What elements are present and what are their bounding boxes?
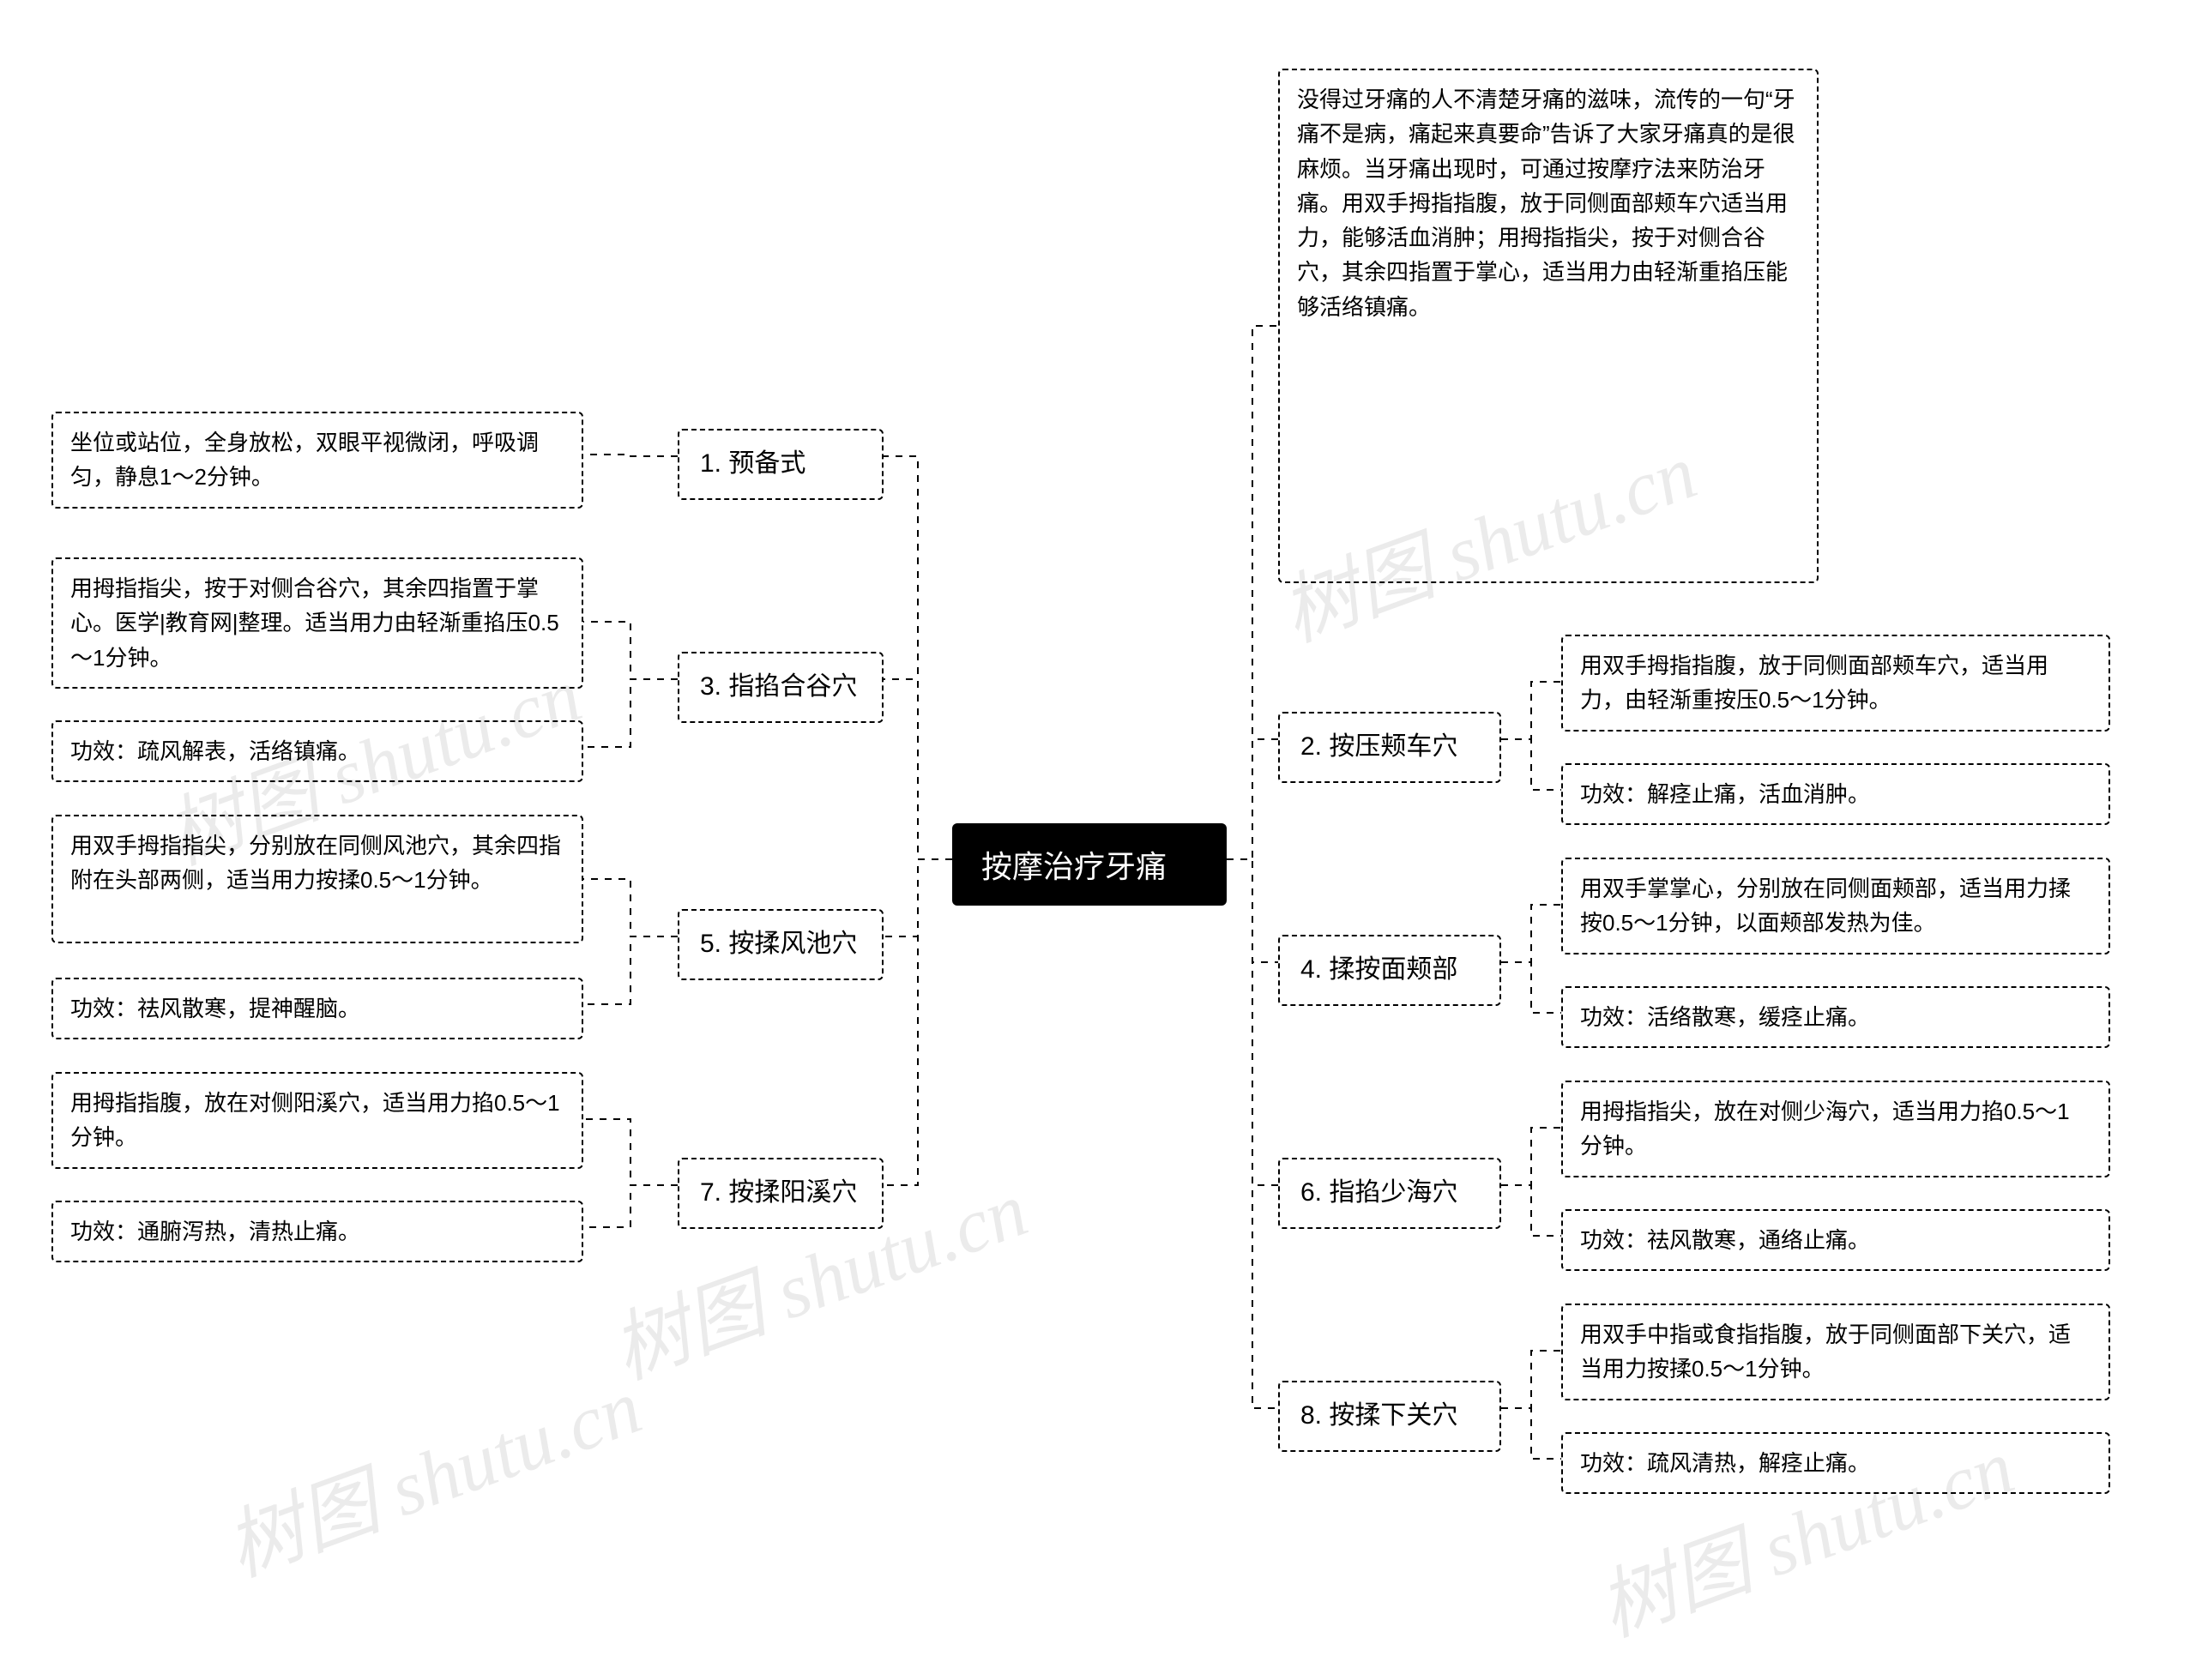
left-leaf-2-0-text: 用双手拇指指尖，分别放在同侧风池穴，其余四指附在头部两侧，适当用力按揉0.5～1… — [70, 833, 561, 893]
right-branch-3-text: 8. 按揉下关穴 — [1300, 1401, 1457, 1430]
right-leaf-0-0: 用双手拇指指腹，放于同侧面部颊车穴，适当用力，由轻渐重按压0.5～1分钟。 — [1561, 635, 2110, 732]
left-leaf-1-0: 用拇指指尖，按于对侧合谷穴，其余四指置于掌心。医学|教育网|整理。适当用力由轻渐… — [51, 557, 583, 689]
right-leaf-1-1-text: 功效：活络散寒，缓痉止痛。 — [1580, 1004, 1870, 1030]
right-leaf-3-1-text: 功效：疏风清热，解痉止痛。 — [1580, 1450, 1870, 1476]
left-leaf-1-0-text: 用拇指指尖，按于对侧合谷穴，其余四指置于掌心。医学|教育网|整理。适当用力由轻渐… — [70, 575, 559, 671]
right-branch-2-text: 6. 指掐少海穴 — [1300, 1178, 1457, 1207]
left-leaf-3-0: 用拇指指腹，放在对侧阳溪穴，适当用力掐0.5～1分钟。 — [51, 1072, 583, 1169]
right-branch-2: 6. 指掐少海穴 — [1278, 1158, 1501, 1229]
intro-box: 没得过牙痛的人不清楚牙痛的滋味，流传的一句“牙痛不是病，痛起来真要命”告诉了大家… — [1278, 69, 1819, 583]
watermark-1: 树图 shutu.cn — [208, 1345, 654, 1598]
left-branch-2-text: 5. 按揉风池穴 — [700, 930, 857, 958]
root-label: 按摩治疗牙痛 — [981, 849, 1167, 884]
right-leaf-2-1-text: 功效：祛风散寒，通络止痛。 — [1580, 1227, 1870, 1253]
right-leaf-0-1-text: 功效：解痉止痛，活血消肿。 — [1580, 781, 1870, 807]
right-branch-0-text: 2. 按压颊车穴 — [1300, 732, 1457, 761]
left-branch-0-text: 1. 预备式 — [700, 449, 805, 478]
right-leaf-2-0-text: 用拇指指尖，放在对侧少海穴，适当用力掐0.5～1分钟。 — [1580, 1099, 2070, 1159]
right-leaf-1-0: 用双手掌掌心，分别放在同侧面颊部，适当用力揉按0.5～1分钟，以面颊部发热为佳。 — [1561, 858, 2110, 954]
intro-text: 没得过牙痛的人不清楚牙痛的滋味，流传的一句“牙痛不是病，痛起来真要命”告诉了大家… — [1297, 87, 1795, 320]
right-branch-0: 2. 按压颊车穴 — [1278, 712, 1501, 783]
left-leaf-0-0: 坐位或站位，全身放松，双眼平视微闭，呼吸调匀，静息1～2分钟。 — [51, 412, 583, 509]
left-branch-3-text: 7. 按揉阳溪穴 — [700, 1178, 857, 1207]
right-branch-1-text: 4. 揉按面颊部 — [1300, 955, 1457, 984]
right-leaf-0-1: 功效：解痉止痛，活血消肿。 — [1561, 763, 2110, 825]
right-leaf-3-0-text: 用双手中指或食指指腹，放于同侧面部下关穴，适当用力按揉0.5～1分钟。 — [1580, 1322, 2071, 1382]
left-leaf-1-1: 功效：疏风解表，活络镇痛。 — [51, 720, 583, 782]
right-leaf-1-1: 功效：活络散寒，缓痉止痛。 — [1561, 986, 2110, 1048]
left-branch-2: 5. 按揉风池穴 — [678, 909, 884, 980]
right-leaf-3-1: 功效：疏风清热，解痉止痛。 — [1561, 1432, 2110, 1494]
right-leaf-3-0: 用双手中指或食指指腹，放于同侧面部下关穴，适当用力按揉0.5～1分钟。 — [1561, 1304, 2110, 1400]
left-branch-1: 3. 指掐合谷穴 — [678, 652, 884, 723]
left-branch-0: 1. 预备式 — [678, 429, 884, 500]
right-leaf-1-0-text: 用双手掌掌心，分别放在同侧面颊部，适当用力揉按0.5～1分钟，以面颊部发热为佳。 — [1580, 876, 2071, 936]
right-leaf-2-0: 用拇指指尖，放在对侧少海穴，适当用力掐0.5～1分钟。 — [1561, 1081, 2110, 1177]
left-leaf-3-1: 功效：通腑泻热，清热止痛。 — [51, 1201, 583, 1262]
right-leaf-0-0-text: 用双手拇指指腹，放于同侧面部颊车穴，适当用力，由轻渐重按压0.5～1分钟。 — [1580, 653, 2048, 713]
right-leaf-2-1: 功效：祛风散寒，通络止痛。 — [1561, 1209, 2110, 1271]
left-branch-1-text: 3. 指掐合谷穴 — [700, 672, 857, 701]
left-branch-3: 7. 按揉阳溪穴 — [678, 1158, 884, 1229]
mindmap-root: 按摩治疗牙痛 — [952, 823, 1227, 906]
left-leaf-2-0: 用双手拇指指尖，分别放在同侧风池穴，其余四指附在头部两侧，适当用力按揉0.5～1… — [51, 815, 583, 943]
left-leaf-2-1: 功效：祛风散寒，提神醒脑。 — [51, 978, 583, 1039]
left-leaf-0-0-text: 坐位或站位，全身放松，双眼平视微闭，呼吸调匀，静息1～2分钟。 — [70, 430, 539, 490]
left-leaf-3-0-text: 用拇指指腹，放在对侧阳溪穴，适当用力掐0.5～1分钟。 — [70, 1090, 560, 1150]
left-leaf-3-1-text: 功效：通腑泻热，清热止痛。 — [70, 1219, 360, 1244]
right-branch-3: 8. 按揉下关穴 — [1278, 1381, 1501, 1452]
left-leaf-2-1-text: 功效：祛风散寒，提神醒脑。 — [70, 996, 360, 1021]
left-leaf-1-1-text: 功效：疏风解表，活络镇痛。 — [70, 738, 360, 764]
right-branch-1: 4. 揉按面颊部 — [1278, 935, 1501, 1006]
